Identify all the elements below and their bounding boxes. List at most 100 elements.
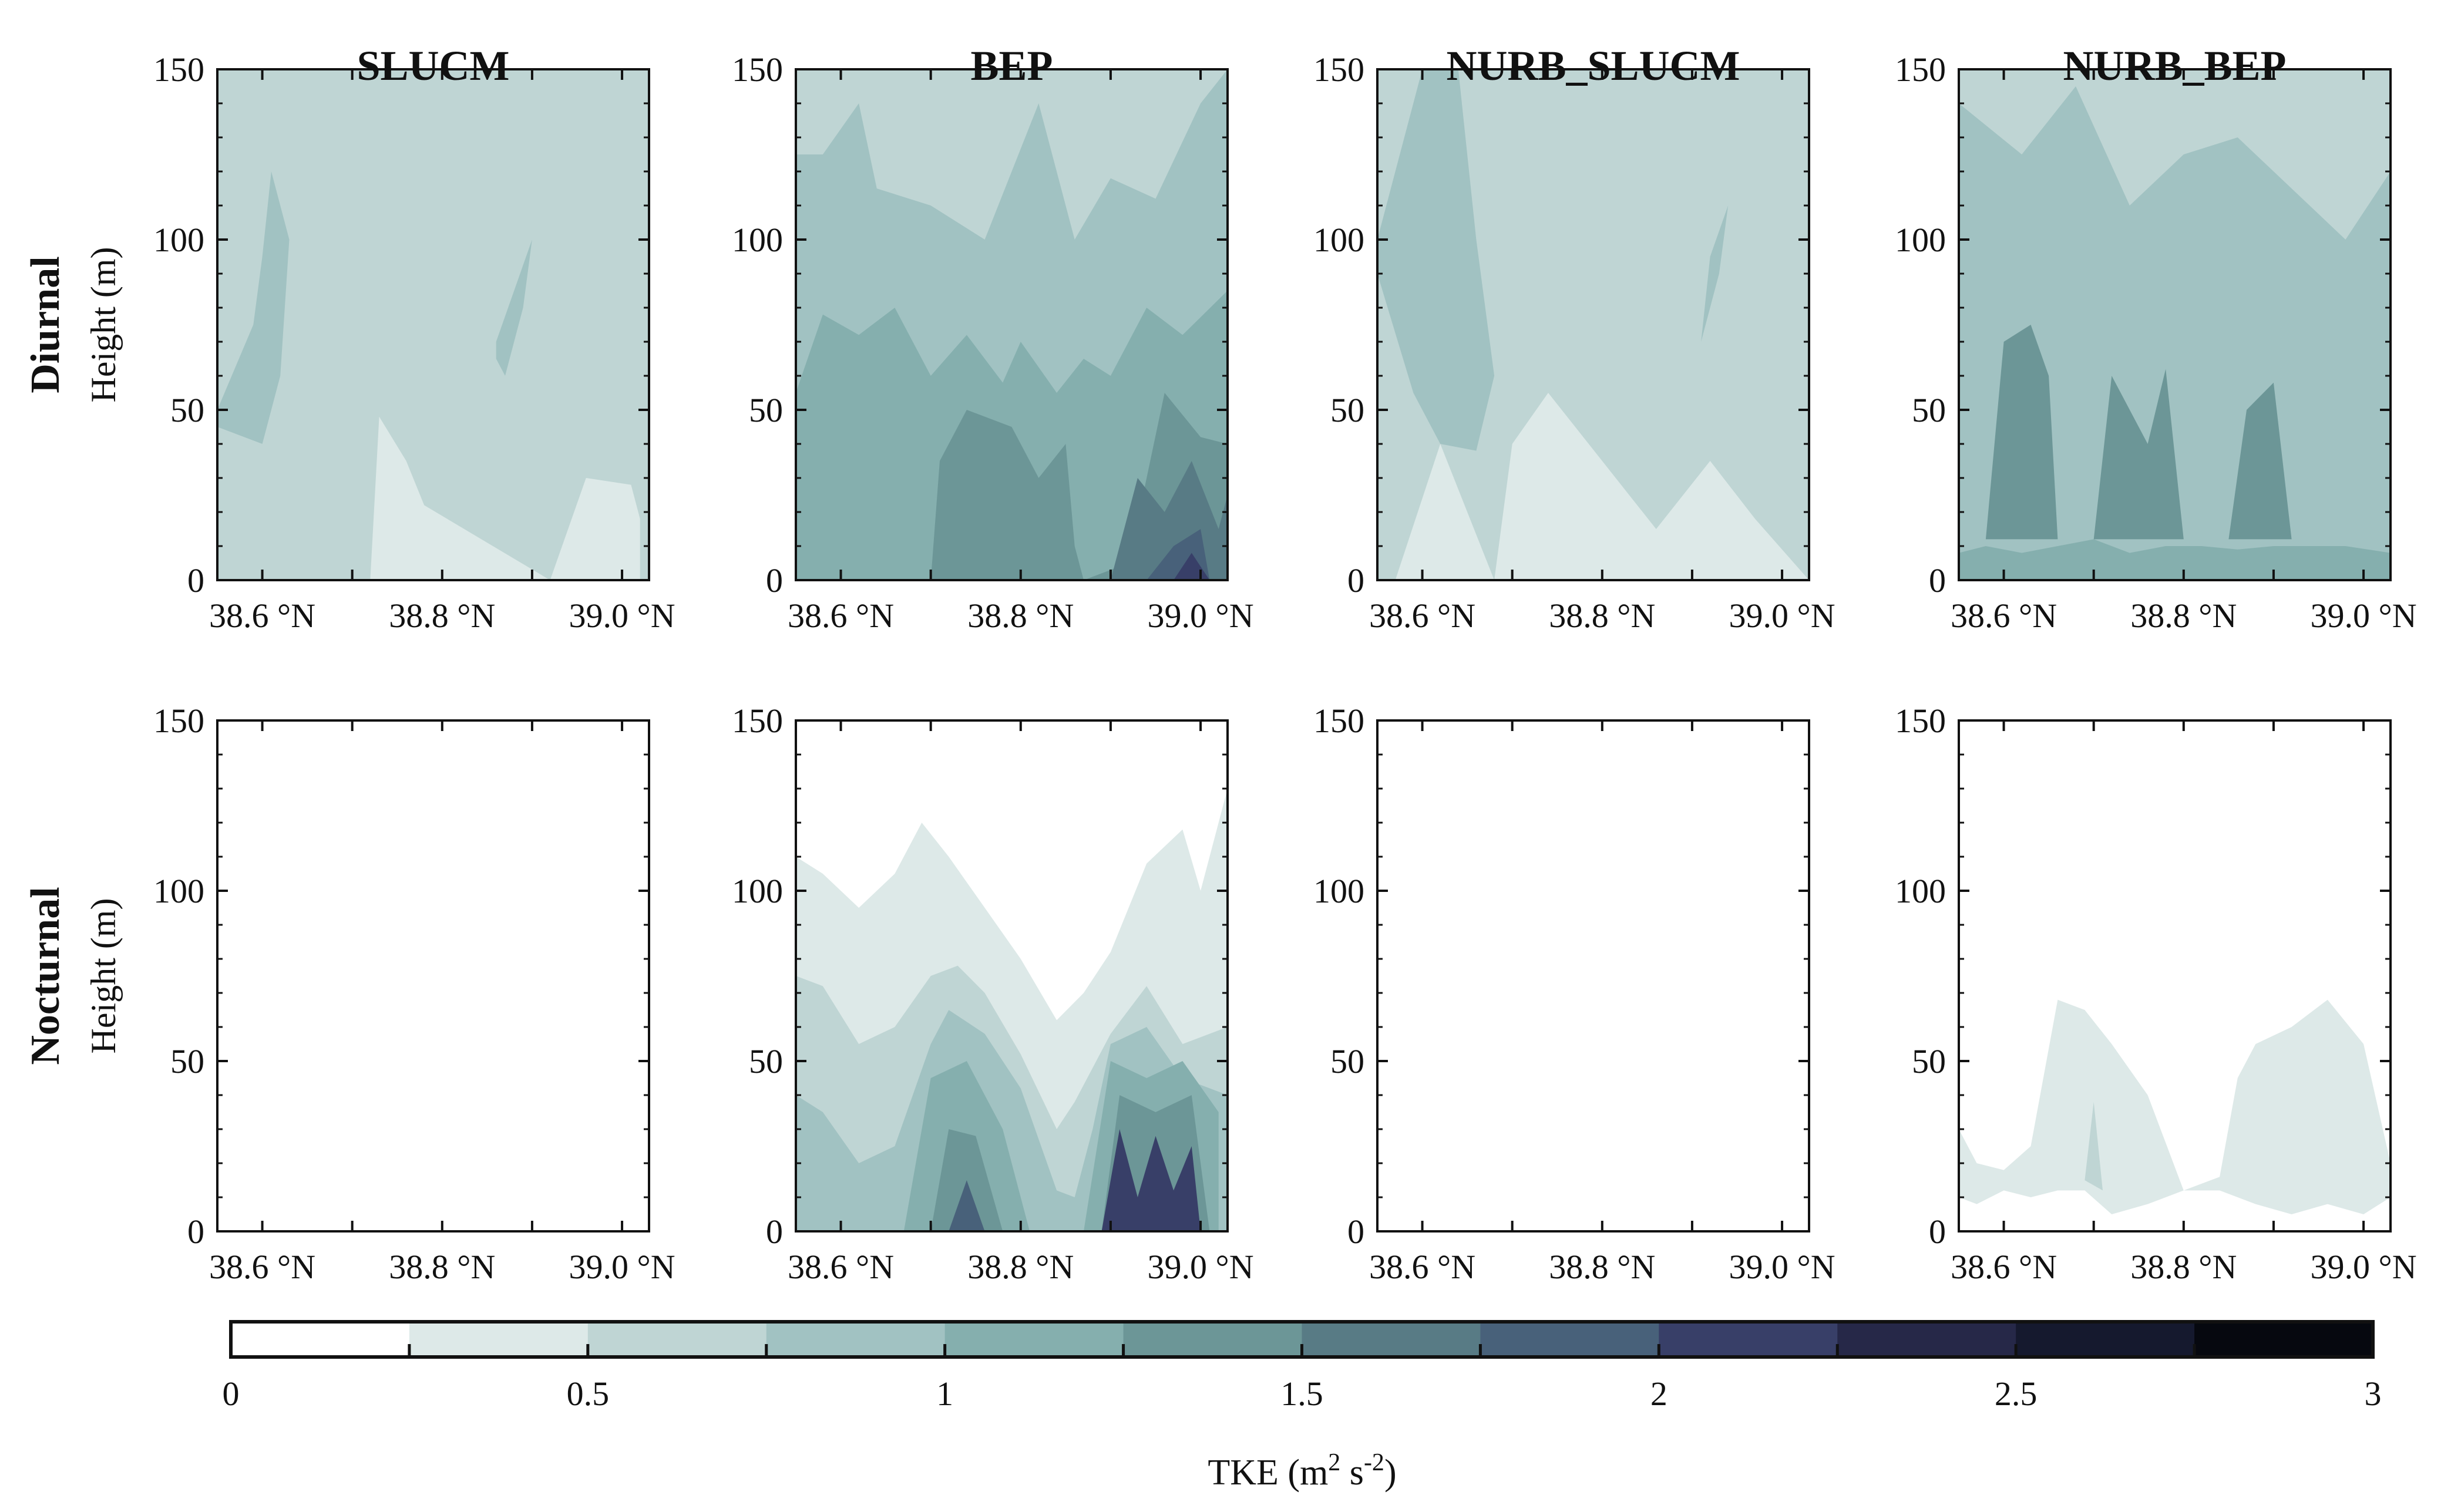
x-tick-label: 38.8 °N <box>967 597 1074 635</box>
tke-contour-diurnal-nurb-bep-4 <box>2228 382 2292 540</box>
colorbar-swatch <box>1837 1322 2016 1357</box>
x-tick-label: 38.6 °N <box>1951 1248 2057 1286</box>
column-title: SLUCM <box>357 42 509 89</box>
tke-contour-nocturnal-bep-8 <box>1101 1129 1201 1231</box>
x-tick-label: 38.6 °N <box>209 1248 315 1286</box>
tke-contour-diurnal-nurb-bep-1 <box>1959 539 2391 580</box>
y-tick-label: 50 <box>1912 1042 1946 1080</box>
y-tick-label: 150 <box>1895 50 1946 89</box>
y-tick-label: 50 <box>1330 391 1364 429</box>
panel-frame <box>1376 719 1810 1233</box>
panel-nocturnal-bep <box>796 720 1228 1231</box>
x-tick-label: 38.8 °N <box>967 1248 1074 1286</box>
y-tick-label: 150 <box>732 702 783 740</box>
x-tick-label: 38.6 °N <box>209 597 315 635</box>
panel-frame <box>795 68 1229 581</box>
y-tick-label: 100 <box>732 221 783 259</box>
panel-nocturnal-nurb-slucm <box>1377 720 1809 1231</box>
colorbar-tick-label: 3 <box>2365 1375 2382 1413</box>
colorbar: 0 0.5 1 1.5 2 2.5 3 <box>223 1320 2382 1413</box>
tke-contour-diurnal-slucm-1 <box>217 171 290 444</box>
y-tick-label: 0 <box>187 1213 204 1251</box>
x-tick-label: 39.0 °N <box>569 1248 675 1286</box>
tke-contour-diurnal-nurb-slucm-2 <box>1701 206 1729 342</box>
panel-diurnal-slucm <box>217 69 649 580</box>
row-title: Nocturnal <box>23 887 68 1065</box>
panel-nocturnal-slucm <box>217 720 649 1231</box>
tke-contour-diurnal-slucm-0 <box>280 416 640 580</box>
colorbar-label-part: TKE (m <box>1208 1453 1328 1493</box>
tke-contour-nocturnal-bep-7 <box>949 1180 985 1231</box>
column-title: NURB_BEP <box>2063 42 2286 89</box>
y-tick-label: 50 <box>749 1042 783 1080</box>
panel-frame <box>216 68 650 581</box>
colorbar-swatch <box>409 1322 589 1357</box>
x-tick-label: 39.0 °N <box>1148 1248 1254 1286</box>
y-tick-label: 100 <box>1313 872 1364 910</box>
colorbar-tick-label: 0.5 <box>567 1375 610 1413</box>
colorbar-swatch <box>1480 1322 1659 1357</box>
x-tick-label: 39.0 °N <box>1729 1248 1835 1286</box>
colorbar-tick-label: 2.5 <box>1995 1375 2038 1413</box>
x-tick-label: 39.0 °N <box>1148 597 1254 635</box>
colorbar-label: TKE (m2 s-2) <box>1208 1449 1396 1493</box>
y-tick-label: 0 <box>766 561 783 600</box>
y-tick-label: 150 <box>1895 702 1946 740</box>
x-tick-label: 39.0 °N <box>1729 597 1835 635</box>
colorbar-label-part: ) <box>1384 1453 1397 1493</box>
y-tick-label: 50 <box>170 391 204 429</box>
tke-contour-diurnal-bep-0 <box>796 69 1228 240</box>
y-tick-label: 50 <box>749 391 783 429</box>
y-tick-label: 0 <box>766 1213 783 1251</box>
x-tick-label: 38.6 °N <box>788 597 894 635</box>
colorbar-label-part: -2 <box>1364 1449 1384 1476</box>
y-tick-label: 100 <box>732 872 783 910</box>
y-axis-label: Height (m) <box>84 898 123 1054</box>
tke-contour-diurnal-nurb-bep-2 <box>1985 325 2058 540</box>
y-tick-label: 150 <box>153 702 204 740</box>
panel-diurnal-bep <box>796 69 1228 580</box>
panel-frame <box>1958 719 2392 1233</box>
colorbar-swatch <box>2194 1322 2373 1357</box>
x-tick-label: 38.8 °N <box>389 1248 495 1286</box>
panel-background <box>1377 720 1809 1231</box>
colorbar-tick-label: 2 <box>1650 1375 1667 1413</box>
panel-frame <box>216 719 650 1233</box>
colorbar-swatch <box>1123 1322 1302 1357</box>
colorbar-swatch <box>944 1322 1124 1357</box>
colorbar-label-part: 2 <box>1328 1449 1340 1476</box>
colorbar-tick-label: 1 <box>936 1375 953 1413</box>
x-tick-label: 38.8 °N <box>2130 1248 2237 1286</box>
y-tick-label: 100 <box>1895 872 1946 910</box>
y-tick-label: 0 <box>1929 1213 1946 1251</box>
tke-contour-diurnal-nurb-slucm-1 <box>1377 69 1495 451</box>
y-tick-label: 50 <box>1912 391 1946 429</box>
y-tick-label: 150 <box>153 50 204 89</box>
y-tick-label: 100 <box>1895 221 1946 259</box>
colorbar-swatch <box>587 1322 767 1357</box>
y-tick-label: 0 <box>1347 561 1364 600</box>
colorbar-swatch <box>1302 1322 1481 1357</box>
x-tick-label: 38.8 °N <box>1549 597 1655 635</box>
panel-diurnal-nurb-bep <box>1959 69 2391 580</box>
column-title: BEP <box>970 42 1053 89</box>
y-tick-label: 100 <box>153 872 204 910</box>
y-tick-label: 0 <box>1347 1213 1364 1251</box>
y-axis-label: Height (m) <box>84 247 123 403</box>
panel-background <box>217 720 649 1231</box>
y-tick-label: 0 <box>187 561 204 600</box>
y-tick-label: 100 <box>1313 221 1364 259</box>
colorbar-tick-label: 1.5 <box>1280 1375 1323 1413</box>
y-tick-label: 50 <box>1330 1042 1364 1080</box>
x-tick-label: 38.6 °N <box>1951 597 2057 635</box>
panel-diurnal-nurb-slucm <box>1377 69 1809 580</box>
x-tick-label: 39.0 °N <box>569 597 675 635</box>
y-tick-label: 150 <box>732 50 783 89</box>
tke-contour-nocturnal-bep-5 <box>930 1129 1003 1231</box>
row-title: Diurnal <box>23 256 68 393</box>
tke-contour-nocturnal-nurb-bep-0 <box>1959 999 2391 1214</box>
y-tick-label: 50 <box>170 1042 204 1080</box>
x-tick-label: 38.6 °N <box>788 1248 894 1286</box>
y-tick-label: 100 <box>153 221 204 259</box>
